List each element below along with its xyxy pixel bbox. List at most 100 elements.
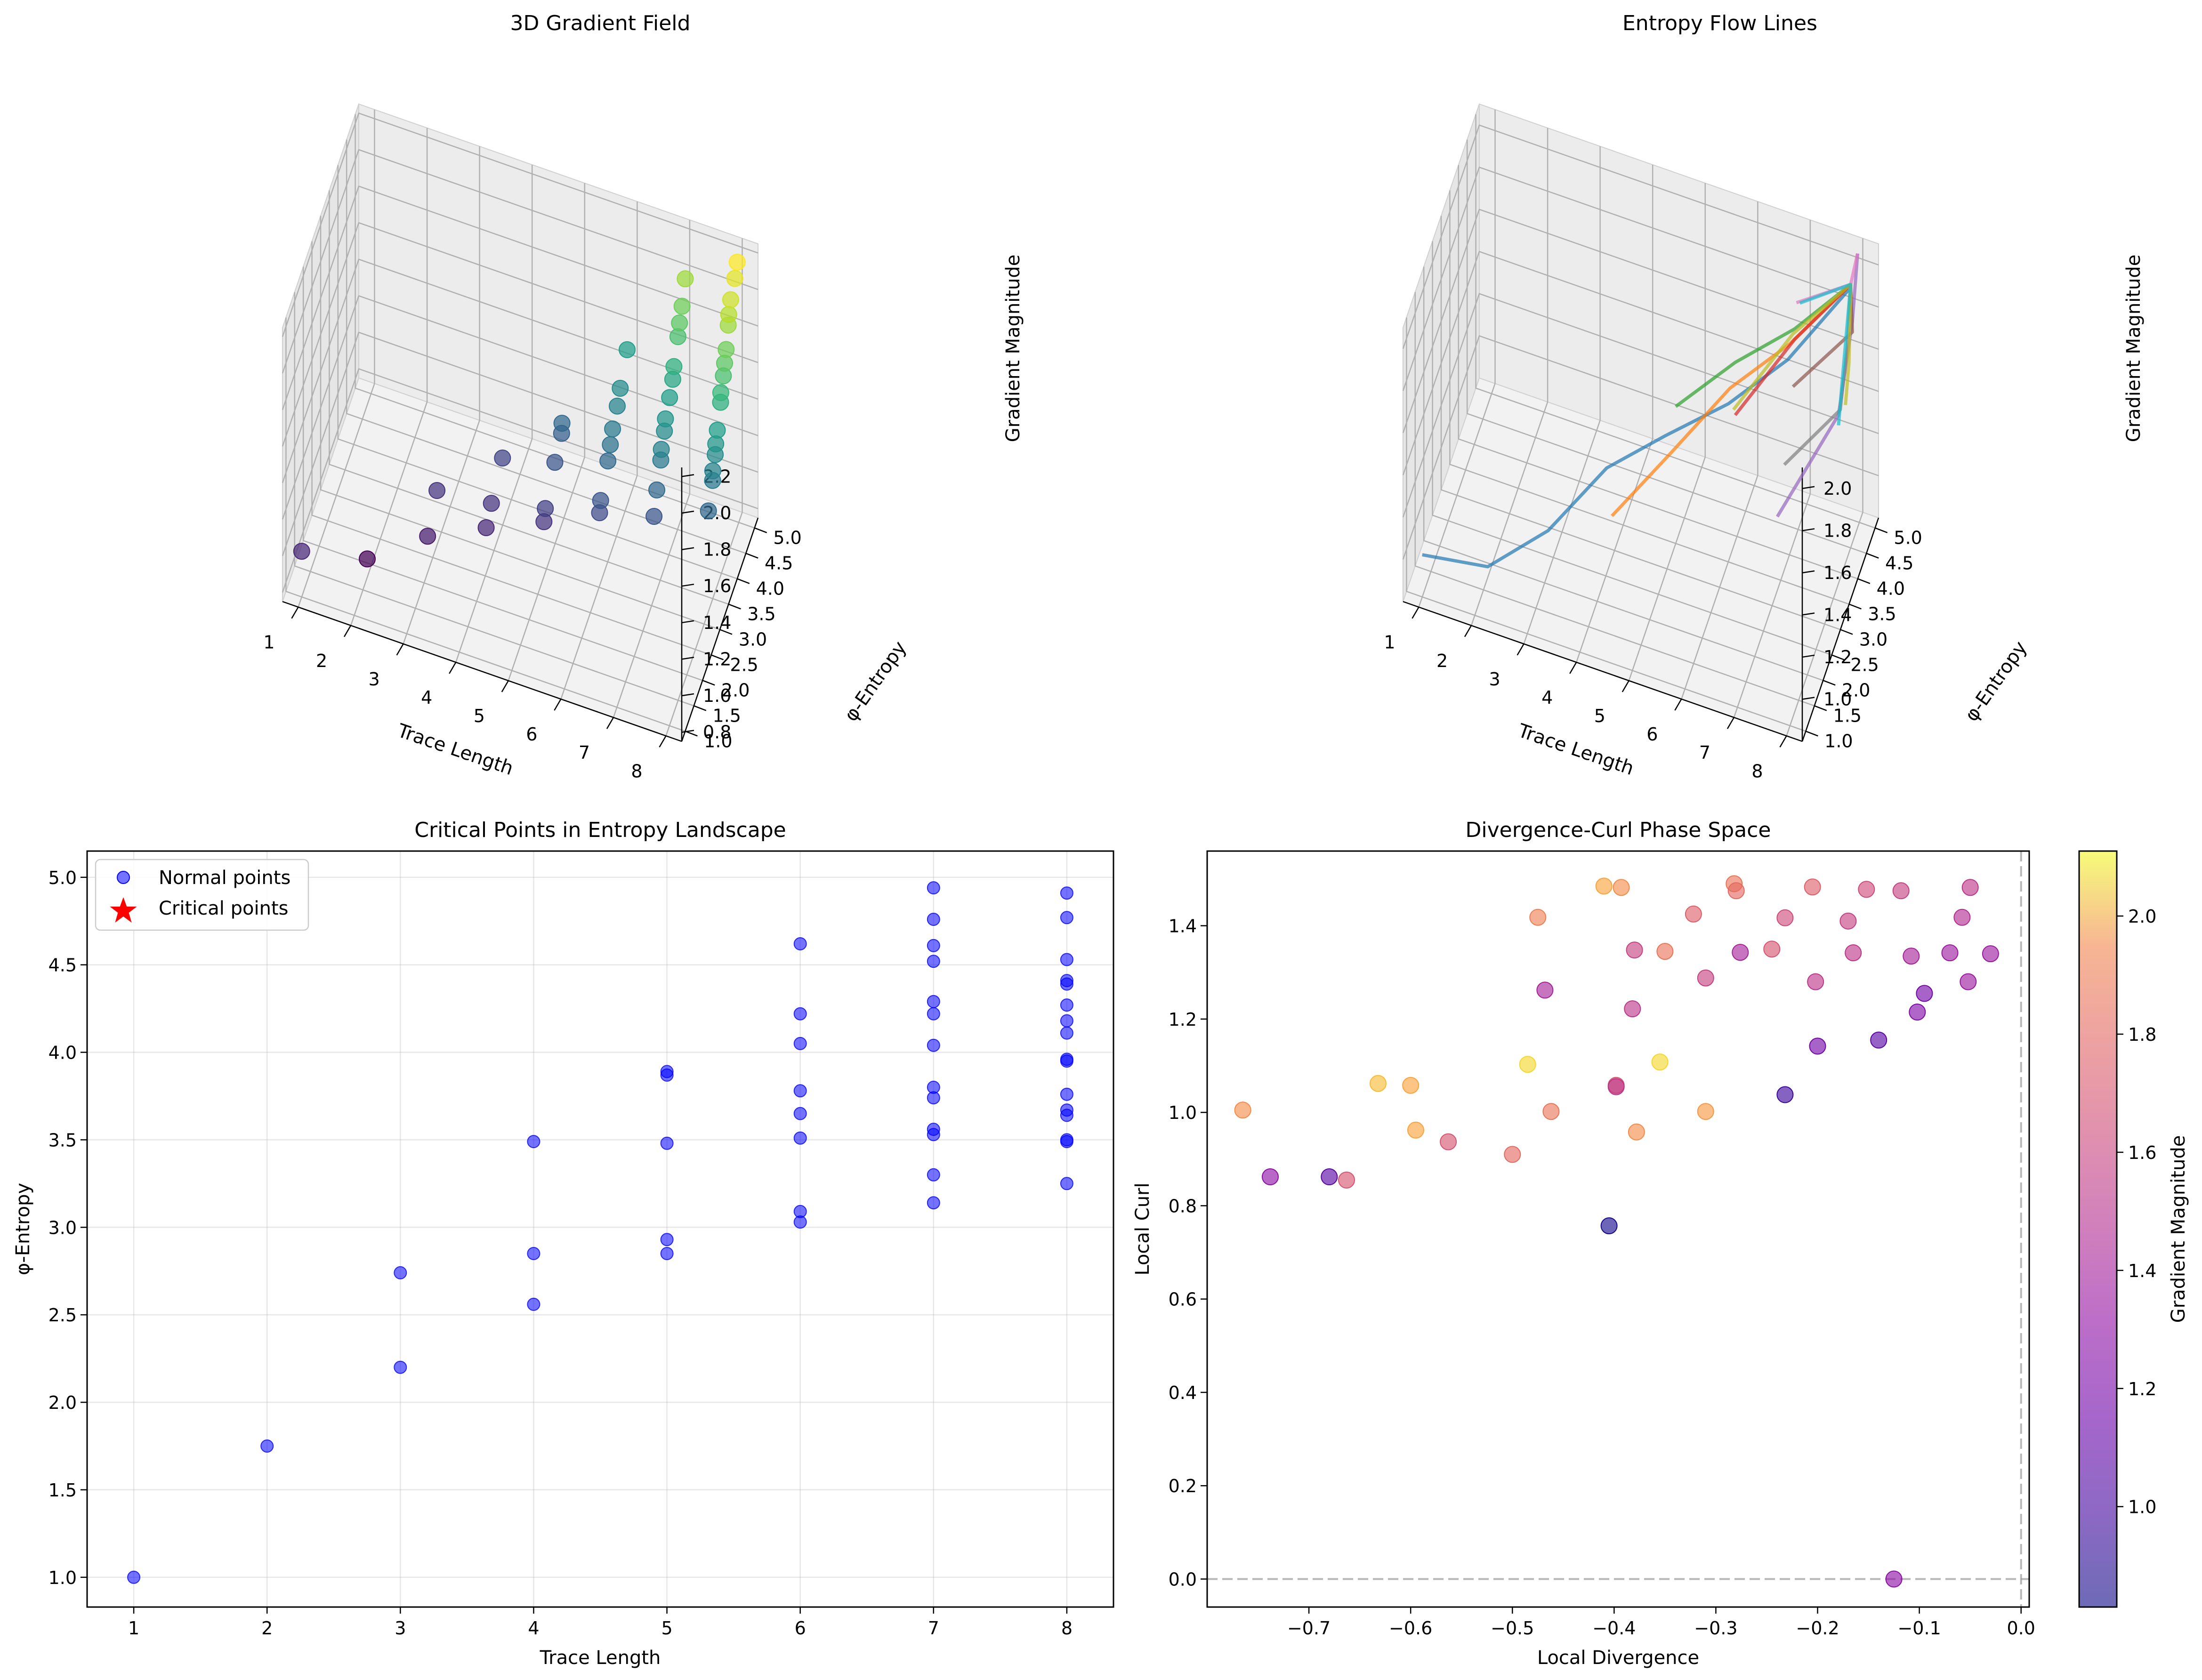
data-point (494, 450, 511, 466)
y-grid-line (302, 266, 703, 681)
x-grid-line (1470, 128, 1549, 626)
normal-point (793, 1007, 807, 1021)
data-point (726, 270, 743, 287)
panel3-ticks: 1 2 3 4 5 6 7 8 1.0 1.5 2.0 2.5 3.0 3.5 4.0 4.5 5.0 (48, 868, 1073, 1639)
y-tick-label: 5.0 (48, 868, 77, 888)
panel4-xlabel: Local Divergence (1537, 1647, 1699, 1669)
x-tick-label: −0.2 (1796, 1618, 1839, 1639)
phase-point (1804, 878, 1821, 896)
y-grid-line (346, 139, 746, 554)
z-tick-label: 1.0 (1823, 689, 1852, 709)
y-tick-label: 4.5 (48, 955, 77, 976)
y-tick (694, 705, 707, 711)
x-grid-line (1681, 201, 1758, 699)
x-grid-line (1576, 165, 1654, 663)
x-tick (1569, 662, 1577, 674)
legend-critical-marker (110, 897, 137, 923)
normal-point (927, 1168, 940, 1182)
y-tick-label: 2.5 (1850, 654, 1879, 675)
panel4-points (1234, 875, 1999, 1588)
y-tick (1814, 705, 1827, 711)
phase-point (1727, 882, 1745, 900)
y-tick (1840, 629, 1853, 635)
normal-point (527, 1247, 540, 1260)
normal-point (394, 1360, 407, 1374)
x-tick-label: 1 (1384, 632, 1395, 653)
z-tick-label: 1.6 (1823, 563, 1852, 583)
colorbar (2078, 850, 2118, 1608)
y-tick (745, 553, 758, 559)
x-tick-label: −0.6 (1389, 1618, 1432, 1639)
panel2-title: Entropy Flow Lines (1622, 11, 1817, 35)
normal-point (1060, 1053, 1073, 1066)
x-grid-line (665, 238, 743, 736)
y-grid-line (1458, 165, 1858, 579)
panel3-xlabel: Trace Length (540, 1647, 661, 1669)
phase-point (1370, 1075, 1387, 1092)
x-tick (291, 607, 299, 619)
y-tick-label: 0.0 (1169, 1569, 1197, 1590)
colorbar-tick-label: 1.0 (2128, 1497, 2156, 1518)
z-grid-line (282, 222, 758, 447)
x-tick-label: 6 (1646, 724, 1658, 745)
y-tick-label: 1.5 (1833, 705, 1862, 726)
y-tick-label: 4.5 (1885, 553, 1913, 574)
x-tick-label: 1 (263, 632, 274, 653)
data-point (728, 254, 746, 271)
panel1-points (293, 254, 746, 568)
data-point (546, 454, 564, 471)
y-tick (754, 527, 767, 533)
panel-divergence-curl: Divergence-Curl Phase Space −0.7 −0.6 −0.5… (1132, 818, 2189, 1669)
data-point (718, 341, 735, 358)
x-tick (1464, 625, 1472, 637)
normal-point (793, 937, 807, 950)
data-point (665, 358, 683, 375)
y-tick-label: 2.5 (730, 654, 758, 675)
phase-point (1595, 877, 1613, 895)
phase-point (1807, 973, 1824, 990)
x-tick-label: 4 (421, 687, 432, 708)
data-point (293, 543, 310, 560)
normal-point (793, 1205, 807, 1218)
y-tick-label: 2.0 (48, 1392, 77, 1413)
z-grid-line (282, 149, 758, 374)
panel4-frame (1206, 850, 2030, 1608)
z-grid-line (1402, 293, 1879, 518)
x-tick-label: 8 (1751, 761, 1763, 781)
normal-point (660, 1233, 674, 1246)
y-tick-label: 1.0 (48, 1567, 77, 1588)
data-point (700, 502, 717, 520)
y-grid-line (1475, 114, 1876, 529)
data-point (712, 384, 729, 402)
phase-point (1536, 981, 1554, 999)
normal-point (1060, 911, 1073, 924)
phase-point (1234, 1101, 1251, 1119)
z-grid-line (282, 185, 758, 410)
y-grid-line (1440, 216, 1841, 630)
phase-point (1870, 1031, 1887, 1049)
normal-point (260, 1439, 274, 1453)
phase-point (1885, 1570, 1903, 1588)
data-point (704, 462, 721, 480)
x-grid-line (1733, 220, 1811, 718)
x-tick-label: 2 (316, 651, 327, 671)
data-point (653, 441, 670, 458)
y-tick (1823, 680, 1836, 686)
colorbar-tick-label: 1.4 (2128, 1261, 2156, 1281)
panel-critical-points: Critical Points in Entropy Landscape 1 2 3… (12, 818, 1114, 1669)
z-tick-label: 1.8 (703, 539, 731, 560)
x-grid-line (1786, 238, 1863, 736)
z-tick-label: 1.6 (703, 576, 731, 596)
panel-3d-gradient-field: 3D Gradient Field 123456781.01.52.02.53.… (263, 11, 1024, 781)
data-point (483, 495, 500, 512)
y-grid-line (294, 292, 694, 707)
y-tick (1866, 553, 1879, 559)
normal-point (927, 1196, 940, 1210)
phase-point (1440, 1133, 1457, 1150)
z-tick (1802, 612, 1815, 616)
phase-point (1697, 1103, 1714, 1120)
y-tick-label: 2.0 (1842, 680, 1870, 700)
x-tick-label: 1 (128, 1618, 139, 1639)
x-tick-label: −0.3 (1694, 1618, 1737, 1639)
x-tick-label: 3 (1489, 669, 1500, 690)
